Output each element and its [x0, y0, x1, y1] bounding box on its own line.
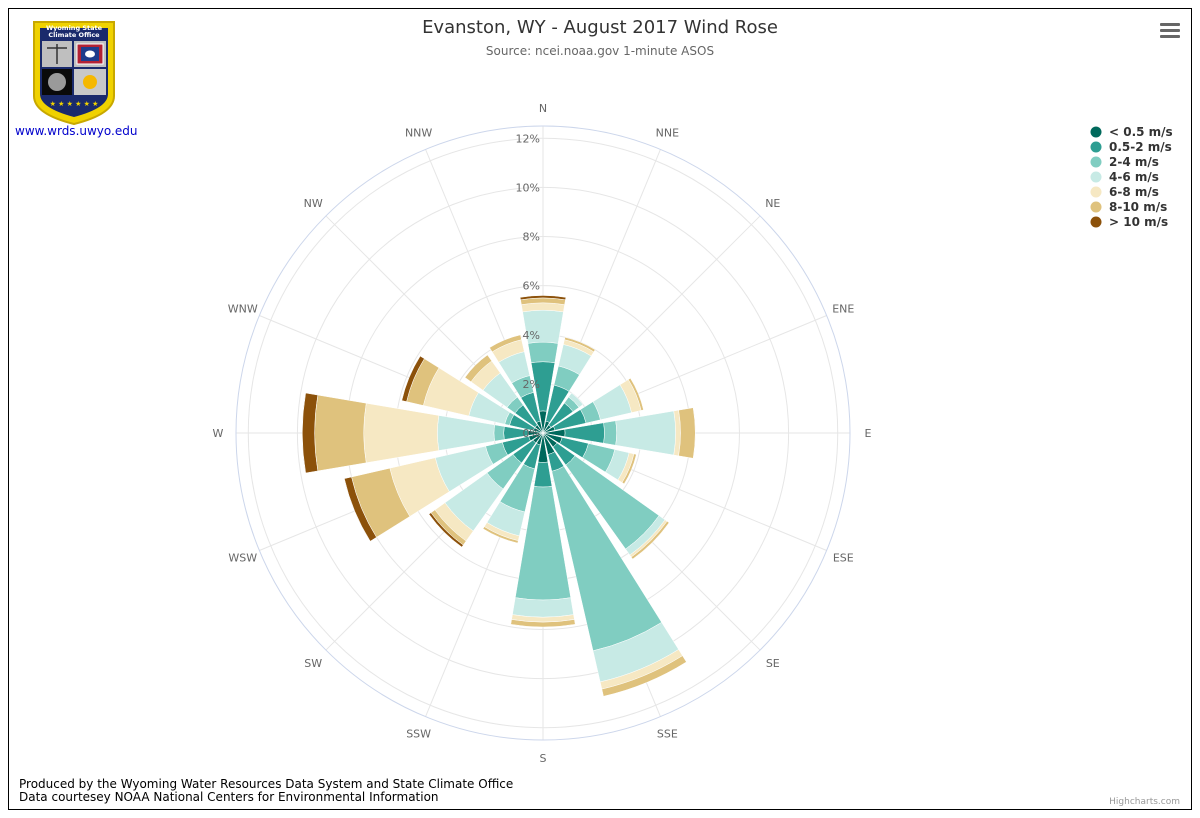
legend-symbol[interactable]	[1090, 156, 1102, 168]
legend-item-label[interactable]: 4-6 m/s	[1109, 170, 1159, 184]
bar-nw-series-5[interactable]	[464, 354, 493, 383]
direction-label-ese: ESE	[833, 551, 854, 564]
bar-e-series-2[interactable]	[603, 420, 617, 446]
bar-w-series-4[interactable]	[363, 402, 440, 464]
direction-label-s: S	[540, 752, 547, 765]
footer: Produced by the Wyoming Water Resources …	[19, 778, 513, 804]
legend: < 0.5 m/s0.5-2 m/s2-4 m/s4-6 m/s6-8 m/s8…	[1090, 125, 1173, 229]
direction-label-wsw: WSW	[228, 551, 257, 564]
climate-office-logo: Wyoming State Climate Office ★ ★ ★ ★ ★ ★	[30, 18, 118, 130]
chart-title: Evanston, WY - August 2017 Wind Rose	[422, 17, 778, 38]
wind-rose-bars	[302, 295, 696, 697]
bar-w-series-5[interactable]	[314, 394, 367, 472]
hamburger-menu-icon[interactable]	[1158, 20, 1182, 42]
bar-ene-series-5[interactable]	[627, 377, 644, 411]
bar-sw-series-6[interactable]	[428, 512, 464, 548]
legend-symbol[interactable]	[1090, 141, 1102, 153]
bar-ssw-series-5[interactable]	[482, 526, 519, 544]
bar-ne-series-3[interactable]	[568, 392, 584, 408]
legend-item-label[interactable]: 6-8 m/s	[1109, 185, 1159, 199]
legend-item-label[interactable]: < 0.5 m/s	[1109, 125, 1173, 139]
bar-s-series-5[interactable]	[510, 619, 576, 628]
bar-wnw-series-6[interactable]	[401, 355, 425, 402]
direction-label-ssw: SSW	[406, 727, 431, 740]
direction-label-nne: NNE	[656, 127, 679, 140]
bar-nne-series-5[interactable]	[564, 336, 596, 353]
bar-n-series-6[interactable]	[519, 295, 567, 301]
direction-label-ne: NE	[765, 197, 780, 210]
grid-ring	[296, 186, 790, 680]
footer-line1: Produced by the Wyoming Water Resources …	[19, 777, 514, 791]
radial-tick-label: 2%	[523, 378, 540, 391]
grid-ring	[247, 137, 839, 729]
legend-symbol[interactable]	[1090, 201, 1102, 213]
radial-tick-label: 12%	[516, 132, 540, 145]
bar-w-series-3[interactable]	[437, 415, 495, 451]
bar-nnw-series-5[interactable]	[489, 334, 522, 353]
radial-tick-label: 0%	[523, 427, 540, 440]
chart-subtitle: Source: ncei.noaa.gov 1-minute ASOS	[486, 44, 714, 58]
legend-symbol[interactable]	[1090, 171, 1102, 183]
highcharts-credit[interactable]: Highcharts.com	[1109, 797, 1180, 807]
website-link[interactable]: www.wrds.uwyo.edu	[15, 124, 138, 138]
legend-item-label[interactable]: 8-10 m/s	[1109, 200, 1167, 214]
spoke-line	[542, 215, 761, 434]
direction-label-e: E	[865, 427, 872, 440]
direction-label-sw: SW	[304, 657, 322, 670]
direction-label-nnw: NNW	[405, 127, 432, 140]
bar-e-series-3[interactable]	[615, 410, 676, 456]
bar-w-series-2[interactable]	[493, 424, 505, 442]
direction-label-w: W	[213, 427, 224, 440]
bar-se-series-5[interactable]	[630, 520, 670, 560]
bar-w-series-6[interactable]	[302, 392, 319, 474]
bar-ese-series-5[interactable]	[621, 453, 637, 485]
axis-labels: 0% 2% 4% 6% 8% 10% 12% N NNE NE ENE E ESE SE SSE S SSW SW…	[213, 102, 872, 765]
bar-e-series-5[interactable]	[678, 407, 696, 459]
direction-label-nw: NW	[304, 197, 323, 210]
legend-symbol[interactable]	[1090, 186, 1102, 198]
direction-label-sse: SSE	[657, 727, 678, 740]
radial-tick-label: 8%	[523, 231, 540, 244]
direction-label-ene: ENE	[832, 303, 854, 316]
legend-item-label[interactable]: 0.5-2 m/s	[1109, 140, 1172, 154]
logo-line1: Wyoming State	[46, 24, 103, 32]
bar-n-series-2[interactable]	[527, 341, 559, 364]
outer-ring	[235, 125, 851, 741]
bar-s-series-3[interactable]	[512, 597, 574, 618]
legend-item-label[interactable]: 2-4 m/s	[1109, 155, 1159, 169]
direction-label-n: N	[539, 102, 547, 115]
direction-label-wnw: WNW	[228, 303, 258, 316]
legend-symbol[interactable]	[1090, 216, 1102, 228]
logo-line2: Climate Office	[48, 31, 100, 39]
bar-s-series-1[interactable]	[533, 461, 553, 488]
direction-label-se: SE	[766, 657, 780, 670]
legend-symbol[interactable]	[1090, 126, 1102, 138]
radial-tick-label: 10%	[516, 181, 540, 194]
bar-wsw-series-6[interactable]	[344, 476, 377, 542]
footer-line2: Data courtesey NOAA National Centers for…	[19, 790, 439, 804]
bar-sse-series-5[interactable]	[601, 655, 687, 697]
legend-item-label[interactable]: > 10 m/s	[1109, 215, 1168, 229]
svg-text:★ ★ ★ ★ ★ ★: ★ ★ ★ ★ ★ ★	[50, 100, 99, 108]
radial-tick-label: 4%	[523, 329, 540, 342]
radial-tick-label: 6%	[523, 280, 540, 293]
